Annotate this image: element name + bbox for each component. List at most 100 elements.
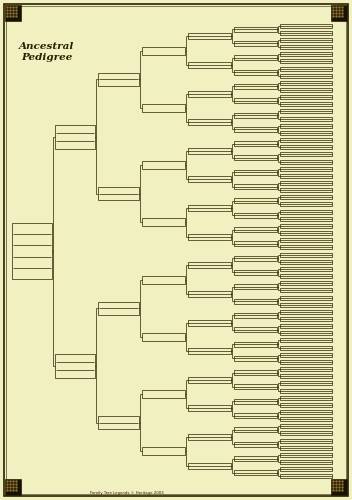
Bar — [234, 342, 277, 346]
Text: Family Tree Legends © Heritage 2003: Family Tree Legends © Heritage 2003 — [90, 491, 164, 495]
Bar — [280, 252, 332, 256]
Bar — [280, 367, 332, 371]
Bar — [188, 176, 231, 182]
Bar — [280, 88, 332, 92]
Bar — [142, 46, 185, 54]
Bar — [98, 72, 139, 86]
Bar — [280, 231, 332, 235]
Bar — [280, 310, 332, 314]
Text: Ancestral
Pedigree: Ancestral Pedigree — [19, 42, 75, 62]
Bar — [280, 453, 332, 457]
Bar — [280, 288, 332, 292]
Bar — [188, 148, 231, 154]
Bar — [142, 448, 185, 456]
Bar — [280, 346, 332, 350]
Bar — [280, 152, 332, 156]
Bar — [234, 370, 277, 375]
Bar — [234, 227, 277, 232]
Bar — [280, 438, 332, 442]
Bar — [331, 5, 347, 21]
Bar — [234, 98, 277, 103]
Bar — [280, 145, 332, 149]
Bar — [234, 270, 277, 275]
Bar — [280, 95, 332, 99]
Bar — [280, 110, 332, 114]
Bar — [280, 403, 332, 407]
Bar — [280, 116, 332, 120]
Bar — [234, 184, 277, 189]
Bar — [142, 104, 185, 112]
Bar — [98, 187, 139, 200]
Bar — [280, 224, 332, 228]
Bar — [12, 223, 52, 279]
Bar — [234, 56, 277, 60]
Bar — [234, 456, 277, 461]
Bar — [234, 212, 277, 218]
Bar — [280, 410, 332, 414]
Bar — [280, 131, 332, 135]
Bar — [280, 174, 332, 178]
Bar — [280, 102, 332, 106]
Bar — [280, 281, 332, 285]
Bar — [234, 284, 277, 290]
Bar — [280, 382, 332, 386]
Bar — [280, 166, 332, 170]
Bar — [234, 170, 277, 175]
Bar — [234, 141, 277, 146]
Bar — [280, 210, 332, 214]
Bar — [234, 127, 277, 132]
Bar — [280, 260, 332, 264]
Bar — [188, 377, 231, 383]
Bar — [142, 276, 185, 283]
Bar — [234, 70, 277, 74]
Bar — [188, 234, 231, 239]
Bar — [188, 205, 231, 211]
Bar — [280, 124, 332, 128]
Bar — [234, 428, 277, 432]
Bar — [280, 296, 332, 300]
Bar — [188, 262, 231, 268]
Bar — [234, 198, 277, 203]
Bar — [280, 238, 332, 242]
Bar — [331, 479, 347, 495]
Bar — [188, 62, 231, 68]
Bar — [234, 26, 277, 32]
Bar — [188, 434, 231, 440]
Bar — [234, 327, 277, 332]
Bar — [188, 320, 231, 326]
Bar — [280, 432, 332, 436]
Bar — [142, 390, 185, 398]
Bar — [142, 161, 185, 169]
Bar — [280, 202, 332, 206]
Bar — [280, 52, 332, 56]
Bar — [142, 333, 185, 341]
Bar — [280, 74, 332, 78]
Bar — [280, 396, 332, 400]
Bar — [280, 474, 332, 478]
Bar — [280, 188, 332, 192]
Bar — [234, 356, 277, 361]
Bar — [280, 138, 332, 142]
Bar — [280, 81, 332, 85]
Bar — [234, 41, 277, 46]
Bar — [234, 256, 277, 260]
Bar — [280, 246, 332, 250]
Bar — [280, 196, 332, 200]
Bar — [188, 406, 231, 411]
Bar — [280, 24, 332, 28]
Bar — [142, 218, 185, 226]
Bar — [98, 416, 139, 429]
Bar — [5, 5, 21, 21]
Bar — [188, 119, 231, 125]
Bar — [280, 338, 332, 342]
Bar — [234, 313, 277, 318]
Bar — [234, 470, 277, 476]
Bar — [280, 374, 332, 378]
Bar — [188, 462, 231, 468]
Bar — [234, 84, 277, 89]
Bar — [55, 354, 95, 378]
Bar — [280, 417, 332, 421]
Bar — [280, 317, 332, 321]
Bar — [280, 274, 332, 278]
Bar — [280, 446, 332, 450]
